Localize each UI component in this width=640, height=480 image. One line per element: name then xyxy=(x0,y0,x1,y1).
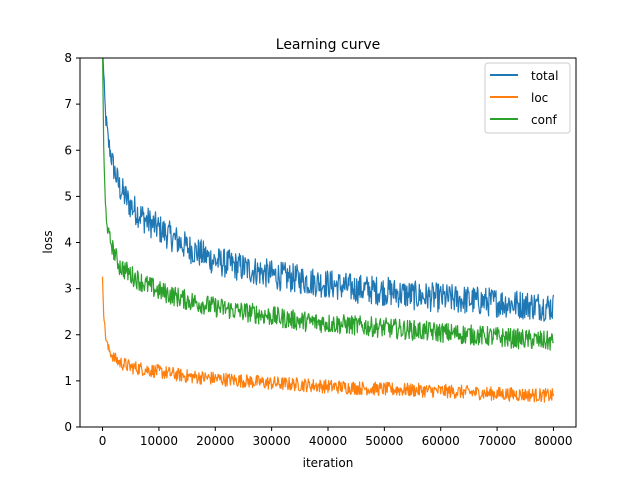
y-tick-label: 0 xyxy=(64,420,72,434)
y-tick-label: 2 xyxy=(64,328,72,342)
series-line-conf xyxy=(102,58,555,351)
series-line-total xyxy=(102,58,555,322)
x-tick-label: 10000 xyxy=(140,434,178,448)
x-tick-label: 70000 xyxy=(478,434,516,448)
legend-label-total: total xyxy=(531,69,558,83)
x-tick-label: 50000 xyxy=(365,434,403,448)
legend-label-conf: conf xyxy=(531,113,558,127)
x-tick-label: 60000 xyxy=(422,434,460,448)
legend-label-loc: loc xyxy=(531,91,548,105)
y-axis-label: loss xyxy=(41,230,55,253)
y-tick-label: 6 xyxy=(64,143,72,157)
x-tick-label: 0 xyxy=(99,434,107,448)
series-layer xyxy=(101,58,555,403)
y-tick-label: 5 xyxy=(64,189,72,203)
x-tick-label: 30000 xyxy=(253,434,291,448)
y-axis-ticks: 0 1 2 3 4 5 6 7 8 xyxy=(64,51,80,434)
legend: total loc conf xyxy=(484,62,571,134)
y-tick-label: 1 xyxy=(64,374,72,388)
y-tick-label: 7 xyxy=(64,97,72,111)
x-tick-label: 40000 xyxy=(309,434,347,448)
y-tick-label: 3 xyxy=(64,282,72,296)
x-tick-label: 80000 xyxy=(534,434,572,448)
x-axis-ticks: 0 10000 20000 30000 40000 50000 60000 70000 8000… xyxy=(99,427,573,448)
y-tick-label: 4 xyxy=(64,236,72,250)
x-tick-label: 20000 xyxy=(196,434,234,448)
x-axis-label: iteration xyxy=(303,456,354,470)
series-line-loc xyxy=(101,276,555,403)
y-tick-label: 8 xyxy=(64,51,72,65)
legend-box xyxy=(484,62,571,134)
chart-title: Learning curve xyxy=(276,37,380,53)
